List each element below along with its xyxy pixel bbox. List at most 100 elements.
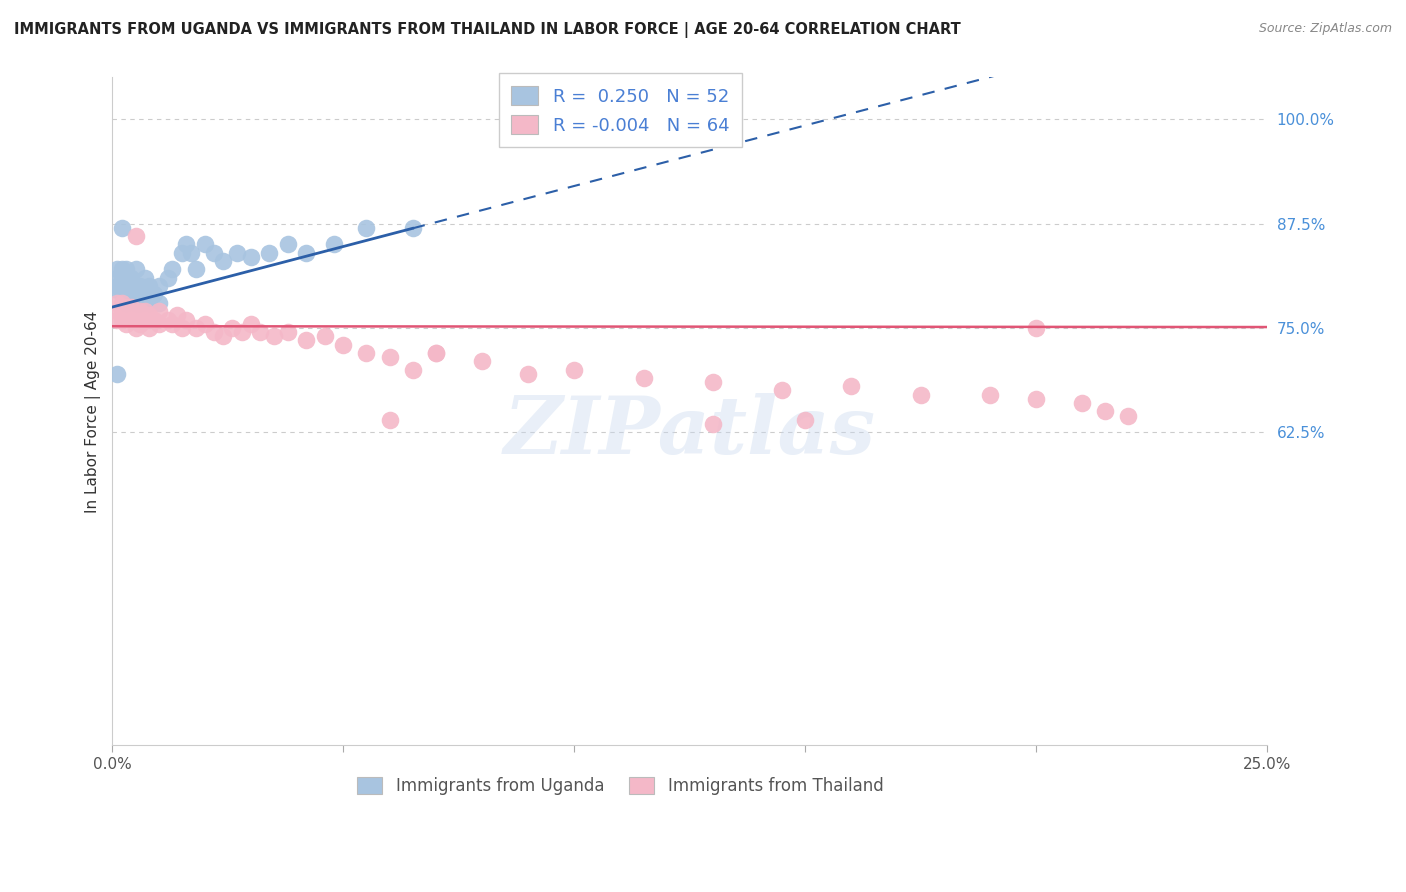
Point xyxy=(129,317,152,331)
Point xyxy=(633,371,655,385)
Point xyxy=(702,375,724,389)
Point xyxy=(170,245,193,260)
Point xyxy=(425,346,447,360)
Point xyxy=(184,262,207,277)
Point xyxy=(378,413,401,427)
Point xyxy=(134,283,156,297)
Point xyxy=(356,346,378,360)
Point xyxy=(105,283,128,297)
Point xyxy=(129,287,152,301)
Point xyxy=(134,304,156,318)
Point xyxy=(115,262,138,277)
Point xyxy=(156,270,179,285)
Point xyxy=(138,309,160,323)
Point xyxy=(770,384,793,398)
Point xyxy=(105,279,128,293)
Point xyxy=(1118,409,1140,423)
Point xyxy=(111,267,134,281)
Point xyxy=(105,262,128,277)
Point xyxy=(166,309,188,323)
Point xyxy=(401,220,423,235)
Point xyxy=(226,245,249,260)
Point xyxy=(277,237,299,252)
Legend: Immigrants from Uganda, Immigrants from Thailand: Immigrants from Uganda, Immigrants from … xyxy=(349,769,891,804)
Point xyxy=(124,321,146,335)
Point xyxy=(295,334,318,348)
Point xyxy=(1025,321,1047,335)
Point xyxy=(221,321,243,335)
Point xyxy=(105,270,128,285)
Point xyxy=(162,317,184,331)
Point xyxy=(138,296,160,310)
Point xyxy=(176,237,198,252)
Point xyxy=(979,387,1001,401)
Point xyxy=(202,245,225,260)
Point xyxy=(231,325,253,339)
Point xyxy=(111,279,134,293)
Y-axis label: In Labor Force | Age 20-64: In Labor Force | Age 20-64 xyxy=(86,310,101,513)
Text: ZIPatlas: ZIPatlas xyxy=(503,392,876,470)
Point xyxy=(124,229,146,244)
Point xyxy=(277,325,299,339)
Point xyxy=(129,304,152,318)
Point xyxy=(212,254,235,268)
Point xyxy=(143,287,166,301)
Point xyxy=(115,317,138,331)
Point xyxy=(176,312,198,326)
Point xyxy=(1094,404,1116,418)
Point xyxy=(115,300,138,314)
Point xyxy=(134,312,156,326)
Point xyxy=(148,296,170,310)
Point xyxy=(401,362,423,376)
Point xyxy=(425,346,447,360)
Point xyxy=(910,387,932,401)
Point xyxy=(323,237,346,252)
Point xyxy=(263,329,285,343)
Point xyxy=(194,317,217,331)
Point xyxy=(378,350,401,364)
Point xyxy=(120,287,142,301)
Point xyxy=(105,296,128,310)
Point xyxy=(471,354,494,368)
Point xyxy=(517,367,540,381)
Point xyxy=(115,309,138,323)
Point xyxy=(148,304,170,318)
Point xyxy=(115,279,138,293)
Point xyxy=(356,220,378,235)
Point xyxy=(120,312,142,326)
Point xyxy=(120,283,142,297)
Point xyxy=(124,262,146,277)
Point xyxy=(129,279,152,293)
Point xyxy=(314,329,336,343)
Point xyxy=(124,279,146,293)
Point xyxy=(111,262,134,277)
Point xyxy=(105,367,128,381)
Point xyxy=(841,379,863,393)
Point xyxy=(1071,396,1094,410)
Point xyxy=(138,279,160,293)
Point xyxy=(562,362,585,376)
Point xyxy=(111,312,134,326)
Point xyxy=(239,250,262,264)
Point xyxy=(124,312,146,326)
Point xyxy=(170,321,193,335)
Point xyxy=(134,270,156,285)
Point xyxy=(259,245,281,260)
Point xyxy=(143,312,166,326)
Point xyxy=(332,337,354,351)
Point xyxy=(156,312,179,326)
Point xyxy=(180,245,202,260)
Point xyxy=(120,300,142,314)
Point xyxy=(194,237,217,252)
Point xyxy=(295,245,318,260)
Point xyxy=(129,296,152,310)
Point xyxy=(120,309,142,323)
Point xyxy=(115,270,138,285)
Point xyxy=(115,296,138,310)
Point xyxy=(162,262,184,277)
Point xyxy=(111,220,134,235)
Point xyxy=(120,279,142,293)
Point xyxy=(212,329,235,343)
Text: Source: ZipAtlas.com: Source: ZipAtlas.com xyxy=(1258,22,1392,36)
Point xyxy=(202,325,225,339)
